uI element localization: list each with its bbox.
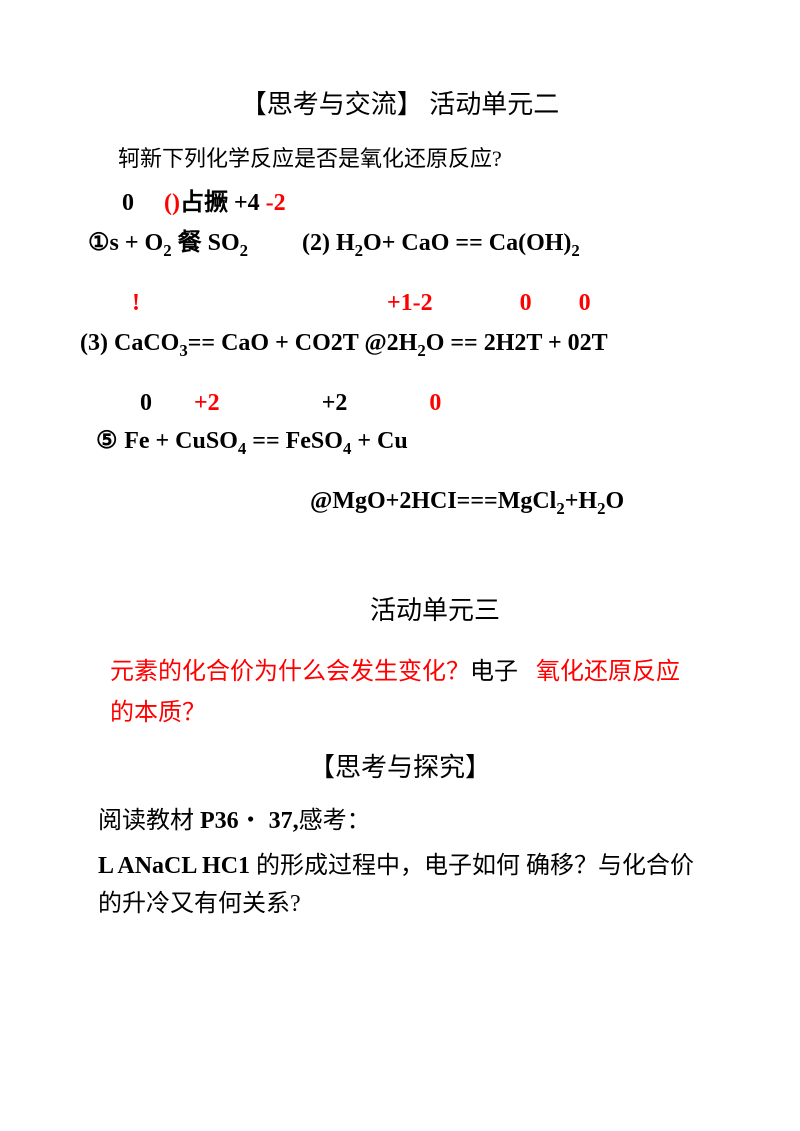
eq2-sub3: 2 bbox=[355, 241, 363, 260]
eq3-s1: 3 bbox=[179, 341, 187, 360]
eq3-s2: 2 bbox=[417, 341, 425, 360]
redq-b: 电子 bbox=[470, 659, 518, 685]
ox1-b2: 占撅 bbox=[180, 190, 234, 216]
eq6-p3: O bbox=[605, 488, 624, 514]
prompt-text: 轲新下列化学反应是否是氧化还原反应? bbox=[118, 142, 720, 175]
read-a: 阅读教材 bbox=[98, 808, 200, 834]
ox2-d: 0 bbox=[579, 290, 591, 316]
eq3-p2: == CaO + CO2T @2H bbox=[188, 330, 418, 356]
ox3-b: +2 bbox=[194, 390, 220, 416]
equation-row-2: (3) CaCO3== CaO + CO2T @2H2O == 2H2T + 0… bbox=[80, 325, 720, 363]
eq6-p2: +H bbox=[565, 488, 597, 514]
equation-row-4: @MgO+2HCI===MgCl2+H2O bbox=[310, 483, 720, 521]
eq1-sub2: 2 bbox=[240, 241, 248, 260]
ox1-d: -2 bbox=[266, 190, 286, 216]
red-question-block: 元素的化合价为什么会发生变化？电子 氧化还原反应的本质？ bbox=[110, 652, 690, 734]
read-b: P36 bbox=[200, 808, 239, 834]
title-bracket: 【思考与交流】 bbox=[241, 90, 423, 119]
oxidation-row-2: ! +1-2 0 0 bbox=[132, 285, 720, 321]
ox1-c: +4 bbox=[234, 190, 266, 216]
equation-row-3: ⑤ Fe + CuSO4 == FeSO4 + Cu bbox=[96, 423, 720, 461]
eq1-rhs1: SO bbox=[208, 230, 240, 256]
eq5-p1: Fe + CuSO bbox=[124, 428, 238, 454]
equation-row-1: ①s + O2 餐 SO2 (2) H2O+ CaO == Ca(OH)2 bbox=[88, 225, 720, 263]
eq2-sub4: 2 bbox=[571, 241, 579, 260]
eq6-s1: 2 bbox=[556, 499, 564, 518]
eq5-p3: + Cu bbox=[351, 428, 407, 454]
ox1-b: () bbox=[164, 190, 180, 216]
eq2-lhs: H bbox=[336, 230, 355, 256]
body2-a: L ANaCL HC1 bbox=[98, 853, 256, 879]
eq1-mid: 餐 bbox=[172, 230, 208, 256]
redq-a: 元素的化合价为什么会发生变化？ bbox=[110, 659, 470, 685]
ox3-a: 0 bbox=[140, 390, 152, 416]
ox1-a: 0 bbox=[122, 190, 134, 216]
oxidation-row-1: 0 ()占撅 +4 -2 bbox=[122, 185, 720, 221]
body-text-2: L ANaCL HC1 的形成过程中，电子如何 确移？与化合价的升冷又有何关系? bbox=[98, 847, 702, 924]
eq3-p3: O == 2H2T + 02T bbox=[426, 330, 608, 356]
ox2-b: +1-2 bbox=[387, 290, 433, 316]
eq5-p2: == FeSO bbox=[246, 428, 343, 454]
reading-line: 阅读教材 P36・ 37,感考： bbox=[98, 803, 720, 839]
eq3-p1: CaCO bbox=[114, 330, 179, 356]
section-title-3: 【思考与探究】 bbox=[80, 748, 720, 787]
eq5-s1: 4 bbox=[238, 439, 246, 458]
section-title-1: 【思考与交流】 活动单元二 bbox=[80, 85, 720, 124]
ox3-d: 0 bbox=[429, 390, 441, 416]
ox2-a: ! bbox=[132, 290, 140, 316]
eq1-lhs1: s + O bbox=[110, 230, 164, 256]
ox2-c: 0 bbox=[520, 290, 532, 316]
eq2-lhs2b: O+ CaO == Ca(OH) bbox=[363, 230, 571, 256]
eq6-p1: @MgO+2HCI===MgCl bbox=[310, 488, 556, 514]
oxidation-row-3: 0 +2 +2 0 bbox=[140, 385, 720, 421]
eq2-num: (2) bbox=[302, 230, 336, 256]
title-unit: 活动单元二 bbox=[423, 90, 560, 119]
eq1-sub1: 2 bbox=[163, 241, 171, 260]
ox3-c: +2 bbox=[322, 390, 348, 416]
eq5-num: ⑤ bbox=[96, 427, 124, 454]
section-title-2: 活动单元三 bbox=[370, 591, 720, 630]
read-e: 感考： bbox=[299, 808, 371, 834]
eq3-num: (3) bbox=[80, 330, 114, 356]
read-c: ・ bbox=[239, 808, 269, 834]
eq1-num: ① bbox=[88, 229, 110, 256]
read-d: 37, bbox=[269, 808, 299, 834]
